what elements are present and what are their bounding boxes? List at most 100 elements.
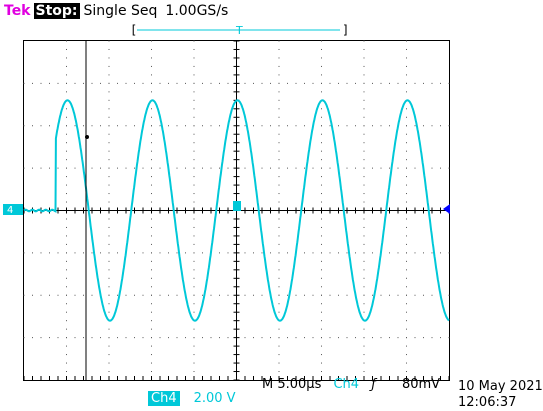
grid-dot [66, 167, 67, 169]
channel-readout: Ch4 2.00 V [148, 391, 236, 407]
grid-dot [91, 294, 93, 296]
grid-dot [380, 294, 382, 296]
grid-dot [125, 125, 127, 127]
grid-dot [329, 252, 331, 254]
grid-dot [363, 362, 365, 364]
grid-dot [346, 252, 348, 254]
grid-dot [321, 337, 322, 339]
grid-dot [406, 150, 407, 152]
grid-dot [66, 252, 67, 254]
grid-dot [108, 40, 110, 42]
grid-dot [321, 235, 322, 237]
record-view-bracket: [ ] T [130, 23, 349, 37]
grid-dot [363, 311, 365, 313]
grid-dot [159, 82, 161, 84]
grid-dot [176, 125, 178, 127]
grid-dot [151, 218, 152, 220]
grid-dot [151, 57, 152, 59]
grid-dot [380, 167, 382, 169]
grid-dot [363, 235, 365, 237]
grid-dot [151, 159, 152, 161]
grid-dot [108, 108, 110, 110]
grid-dot [83, 294, 84, 296]
grid-dot [406, 235, 407, 237]
grid-dot [440, 252, 441, 254]
grid-dot [397, 337, 399, 339]
grid-dot [66, 277, 67, 279]
grid-dot [406, 40, 407, 42]
trigger-point [85, 135, 89, 139]
grid-dot [406, 91, 407, 93]
grid-dot [151, 311, 152, 313]
grid-dot [66, 201, 67, 203]
grid-dot [151, 371, 152, 373]
grid-dot [193, 303, 195, 305]
grid-dot [151, 243, 152, 245]
svg-text:]: ] [342, 23, 349, 37]
grid-dot [312, 167, 314, 169]
grid-dot [49, 167, 50, 169]
grid-dot [202, 337, 203, 339]
grid-dot [431, 125, 433, 127]
grid-dot [363, 48, 365, 50]
grid-dot [193, 260, 195, 262]
grid-dot [363, 294, 365, 296]
grid-dot [193, 91, 195, 93]
grid-dot [193, 226, 195, 228]
grid-dot [159, 125, 161, 127]
grid-dot [278, 167, 280, 169]
grid-dot [448, 167, 450, 169]
grid-dot [66, 48, 67, 50]
grid-dot [134, 167, 135, 169]
grid-dot [389, 294, 390, 296]
grid-dot [278, 57, 280, 59]
grid-dot [363, 193, 365, 195]
svg-text:[: [ [130, 23, 137, 37]
grid-dot [108, 226, 110, 228]
grid-dot [321, 252, 322, 254]
run-state-badge: Stop: [33, 3, 80, 19]
grid-dot [108, 337, 110, 339]
trigger-level-arrow [443, 204, 450, 214]
grid-dot [108, 311, 110, 313]
grid-dot [363, 99, 365, 101]
grid-dot [261, 82, 263, 84]
grid-dot [321, 269, 322, 271]
grid-dot [32, 337, 33, 339]
grid-dot [176, 82, 178, 84]
grid-dot [40, 337, 42, 339]
grid-dot [278, 260, 280, 262]
grid-dot [363, 277, 365, 279]
grid-dot [363, 328, 365, 330]
grid-dot [321, 48, 322, 50]
grid-dot [372, 252, 373, 254]
grid-dot [176, 294, 178, 296]
grid-dot [397, 167, 399, 169]
channel-scale: 2.00 V [193, 391, 236, 406]
grid-dot [363, 184, 365, 186]
grid-dot [74, 167, 76, 169]
grid-dot [380, 125, 382, 127]
grid-dot [278, 65, 280, 67]
grid-dot [151, 133, 152, 135]
grid-dot [414, 337, 416, 339]
grid-dot [151, 184, 152, 186]
grid-dot [406, 125, 407, 127]
grid-dot [57, 337, 59, 339]
grid-dot [321, 159, 322, 161]
grid-dot [338, 294, 339, 296]
grid-dot [329, 167, 331, 169]
grid-dot [66, 65, 67, 67]
grid-dot [321, 311, 322, 313]
grid-dot [406, 328, 407, 330]
grid-dot [117, 337, 118, 339]
grid-dot [363, 226, 365, 228]
grid-dot [193, 337, 195, 339]
grid-dot [321, 125, 322, 127]
grid-dot [151, 362, 152, 364]
grid-dot [253, 82, 254, 84]
grid-dot [193, 328, 195, 330]
grid-dot [219, 82, 220, 84]
grid-dot [278, 286, 280, 288]
grid-dot [193, 193, 195, 195]
